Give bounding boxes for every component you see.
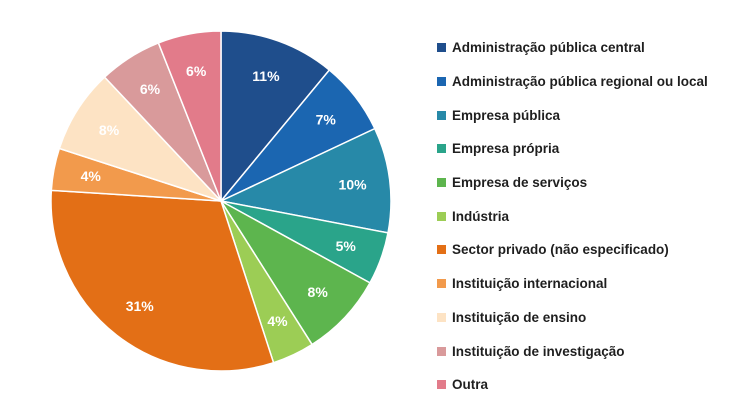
legend-item: Empresa pública [437,98,708,132]
legend-item: Sector privado (não especificado) [437,233,708,267]
slice-data-label: 7% [316,112,337,128]
legend-label: Empresa de serviços [452,175,588,191]
legend-label: Sector privado (não especificado) [452,242,669,258]
legend-item: Instituição internacional [437,267,708,301]
chart-legend: Administração pública central Administraç… [437,31,708,402]
legend-label: Instituição de investigação [452,343,625,359]
legend-swatch [437,346,446,356]
pie-slice [218,127,392,234]
legend-label: Indústria [452,208,510,224]
legend-label: Administração pública regional ou local [452,74,708,90]
legend-item: Empresa de serviços [437,166,708,200]
slice-data-label: 8% [99,122,120,138]
slice-data-label: 4% [81,168,102,184]
legend-item: Instituição de ensino [437,301,708,335]
slice-data-label: 8% [308,284,329,300]
pie-slice [50,189,275,372]
legend-swatch [437,110,446,120]
legend-swatch [437,312,446,322]
legend-label: Empresa pública [452,107,561,123]
legend-label: Instituição de ensino [452,309,587,325]
legend-item: Indústria [437,199,708,233]
slice-data-label: 11% [252,68,280,84]
legend-label: Empresa própria [452,141,560,157]
pie-slice [157,30,222,202]
legend-swatch [437,77,446,87]
slice-data-label: 6% [186,63,207,79]
slice-data-label: 4% [267,313,288,329]
legend-swatch [437,279,446,289]
legend-item: Administração pública regional ou local [437,65,708,99]
legend-item: Empresa própria [437,132,708,166]
slice-data-label: 31% [126,298,155,314]
legend-item: Administração pública central [437,31,708,65]
legend-swatch [437,144,446,154]
slice-data-label: 6% [140,81,161,97]
pie-slice [220,30,331,204]
legend-label: Instituição internacional [452,276,608,292]
legend-label: Administração pública central [452,40,645,56]
legend-item: Outra [437,368,708,402]
legend-item: Instituição de investigação [437,334,708,368]
legend-swatch [437,380,446,390]
slice-data-label: 10% [339,176,368,192]
legend-swatch [437,211,446,221]
legend-label: Outra [452,377,489,393]
legend-swatch [437,245,446,255]
legend-swatch [437,178,446,188]
legend-swatch [437,43,446,53]
slice-data-label: 5% [336,238,357,254]
